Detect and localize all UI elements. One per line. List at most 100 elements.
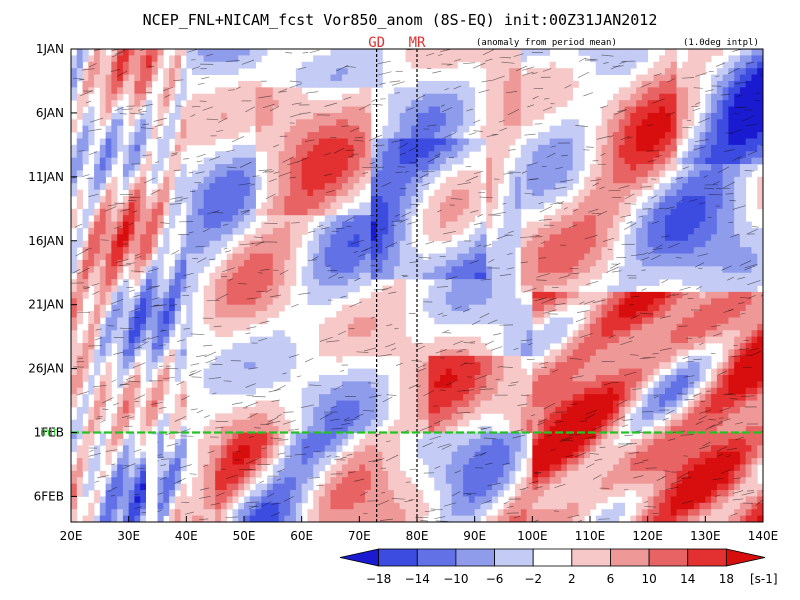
field-cell — [111, 100, 118, 107]
field-cell — [370, 502, 378, 510]
field-cell — [238, 381, 245, 389]
field-cell — [111, 202, 118, 210]
field-cell — [451, 55, 458, 63]
field-cell — [220, 304, 228, 312]
field-cell — [440, 49, 447, 56]
field-cell — [491, 279, 499, 286]
field-cell — [169, 426, 176, 433]
field-cell — [468, 368, 476, 376]
field-cell — [370, 374, 378, 382]
field-cell — [411, 112, 418, 120]
field-cell — [365, 202, 372, 210]
field-cell — [399, 381, 406, 389]
field-cell — [365, 125, 372, 133]
field-cell — [82, 112, 89, 120]
field-cell — [342, 279, 349, 286]
field-cell — [422, 208, 429, 216]
field-cell — [434, 80, 441, 88]
field-cell — [267, 355, 274, 363]
field-cell — [474, 202, 481, 210]
field-cell — [122, 311, 130, 318]
field-cell — [549, 253, 556, 261]
field-cell — [238, 170, 245, 178]
field-cell — [226, 374, 233, 382]
field-cell — [497, 362, 504, 369]
field-cell — [382, 196, 389, 203]
field-cell — [330, 234, 337, 242]
field-cell — [249, 164, 256, 171]
field-cell — [491, 87, 499, 95]
field-cell — [203, 240, 210, 248]
field-cell — [128, 496, 135, 504]
field-cell — [244, 279, 251, 286]
field-cell — [526, 413, 533, 421]
field-cell — [347, 176, 354, 184]
field-cell — [117, 221, 124, 229]
field-cell — [451, 80, 458, 88]
field-cell — [122, 87, 130, 95]
field-cell — [491, 144, 499, 152]
field-cell — [434, 234, 441, 242]
field-cell — [520, 234, 527, 242]
field-cell — [520, 374, 527, 382]
field-cell — [128, 93, 135, 101]
field-cell — [226, 490, 233, 497]
field-cell — [174, 445, 181, 453]
field-cell — [209, 298, 216, 306]
field-cell — [480, 298, 487, 306]
field-cell — [445, 419, 452, 427]
field-cell — [261, 368, 268, 376]
field-cell — [532, 304, 539, 312]
field-cell — [272, 253, 279, 261]
field-cell — [503, 227, 510, 235]
field-cell — [515, 240, 522, 248]
field-cell — [174, 183, 181, 191]
field-cell — [174, 298, 181, 306]
field-cell — [255, 49, 262, 56]
field-cell — [105, 221, 112, 229]
field-cell — [417, 400, 424, 408]
field-cell — [186, 100, 193, 107]
field-cell — [255, 234, 262, 242]
field-cell — [122, 362, 130, 369]
field-cell — [318, 272, 326, 280]
field-cell — [474, 490, 481, 497]
field-cell — [463, 311, 470, 318]
field-cell — [186, 234, 193, 242]
field-cell — [399, 509, 406, 517]
field-cell — [359, 490, 366, 497]
field-cell — [140, 304, 147, 312]
field-cell — [538, 362, 545, 369]
field-cell — [76, 272, 83, 280]
field-cell — [370, 259, 378, 267]
field-cell — [215, 87, 222, 95]
field-cell — [134, 368, 141, 376]
field-cell — [307, 285, 314, 293]
field-cell — [474, 515, 481, 523]
field-cell — [272, 311, 279, 318]
field-cell — [180, 406, 187, 414]
field-cell — [445, 176, 452, 184]
field-cell — [209, 215, 216, 222]
field-cell — [88, 240, 95, 248]
field-cell — [71, 400, 78, 408]
field-cell — [445, 291, 452, 299]
field-cell — [451, 151, 458, 159]
field-cell — [445, 49, 452, 56]
field-cell — [94, 317, 101, 325]
field-cell — [255, 208, 262, 216]
field-cell — [330, 240, 337, 248]
field-cell — [359, 215, 366, 222]
field-cell — [549, 176, 556, 184]
field-cell — [520, 112, 527, 120]
field-cell — [180, 298, 187, 306]
field-cell — [145, 394, 153, 401]
field-cell — [145, 132, 153, 139]
field-cell — [324, 61, 331, 69]
field-cell — [249, 387, 256, 395]
field-cell — [543, 266, 551, 274]
field-cell — [140, 330, 147, 338]
field-cell — [272, 362, 279, 369]
field-cell — [284, 490, 291, 497]
field-cell — [117, 106, 124, 114]
